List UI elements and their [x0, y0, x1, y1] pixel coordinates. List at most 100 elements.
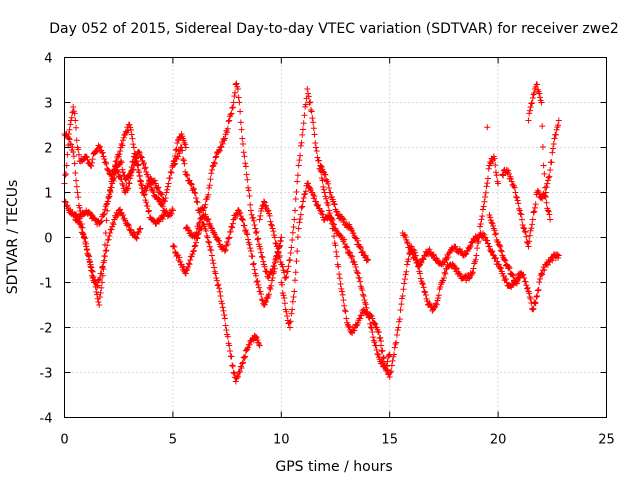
data-point	[481, 198, 488, 205]
data-point	[221, 312, 228, 319]
data-point	[330, 225, 337, 232]
data-point	[207, 176, 214, 183]
data-point	[292, 207, 299, 214]
data-point	[406, 242, 413, 249]
data-point	[468, 239, 475, 246]
data-point	[452, 264, 459, 271]
data-point	[119, 142, 126, 149]
data-point	[318, 163, 325, 170]
data-point	[246, 192, 253, 199]
data-point	[179, 147, 186, 154]
data-point	[75, 219, 82, 226]
data-point	[238, 365, 245, 372]
data-point	[103, 201, 110, 208]
data-point	[343, 243, 350, 250]
data-point	[177, 258, 184, 265]
data-point	[185, 226, 192, 233]
data-point	[237, 368, 244, 375]
data-point	[552, 131, 559, 138]
data-point	[536, 90, 543, 97]
data-point	[420, 284, 427, 291]
data-point	[470, 265, 477, 272]
data-point	[267, 218, 274, 225]
data-point	[484, 124, 491, 131]
data-point	[276, 252, 283, 259]
data-point	[362, 301, 369, 308]
data-point	[206, 184, 213, 191]
data-point	[127, 126, 134, 133]
data-point	[247, 245, 254, 252]
data-point	[259, 203, 266, 210]
data-point	[226, 347, 233, 354]
data-point	[544, 180, 551, 187]
data-point	[220, 307, 227, 314]
data-point	[513, 278, 520, 285]
data-point	[217, 144, 224, 151]
data-point	[422, 289, 429, 296]
data-point	[473, 252, 480, 259]
data-point	[367, 320, 374, 327]
data-point	[400, 286, 407, 293]
data-point	[494, 258, 501, 265]
data-point	[268, 222, 275, 229]
data-point	[386, 374, 393, 380]
data-point	[227, 111, 234, 118]
data-point	[162, 195, 169, 202]
data-point	[367, 312, 374, 319]
data-point	[269, 225, 276, 232]
data-point	[299, 131, 306, 138]
data-point	[302, 190, 309, 197]
data-point	[68, 141, 75, 148]
data-point	[531, 300, 538, 307]
data-point	[173, 253, 180, 260]
data-point	[66, 126, 73, 133]
data-point	[247, 207, 254, 214]
data-point	[545, 174, 552, 181]
data-point	[71, 160, 78, 167]
data-point	[340, 297, 347, 304]
data-point	[495, 180, 502, 187]
data-point	[480, 203, 487, 210]
data-point	[171, 243, 178, 250]
data-point	[272, 240, 279, 247]
data-point	[409, 247, 416, 254]
data-point	[245, 184, 252, 191]
data-point	[542, 194, 549, 200]
data-point	[265, 207, 272, 214]
y-tick-label: 4	[44, 52, 52, 67]
data-point	[394, 327, 401, 334]
data-point	[312, 140, 319, 147]
data-point	[369, 315, 376, 322]
data-point	[320, 186, 327, 193]
data-point	[200, 205, 207, 212]
data-point	[146, 177, 153, 184]
data-point	[281, 300, 288, 307]
data-point	[387, 369, 394, 376]
data-point	[337, 280, 344, 287]
data-point	[111, 166, 118, 173]
data-point	[300, 120, 307, 127]
data-point	[96, 293, 103, 300]
data-point	[279, 263, 286, 270]
data-point	[360, 293, 367, 299]
data-point	[467, 242, 474, 249]
data-point	[232, 378, 239, 385]
data-point	[484, 237, 491, 244]
data-point	[214, 282, 221, 289]
data-point	[224, 125, 231, 132]
data-point	[542, 192, 549, 199]
data-point	[484, 175, 491, 182]
data-point	[362, 299, 369, 306]
data-point	[492, 231, 499, 238]
data-point	[239, 217, 246, 224]
data-point	[336, 271, 343, 278]
data-point	[331, 201, 338, 208]
data-point	[250, 261, 257, 268]
data-point	[479, 213, 486, 220]
data-point	[285, 263, 292, 270]
data-point	[113, 158, 120, 164]
data-point	[242, 160, 249, 167]
data-point	[136, 173, 143, 180]
data-point	[260, 258, 267, 265]
data-point	[279, 281, 286, 288]
